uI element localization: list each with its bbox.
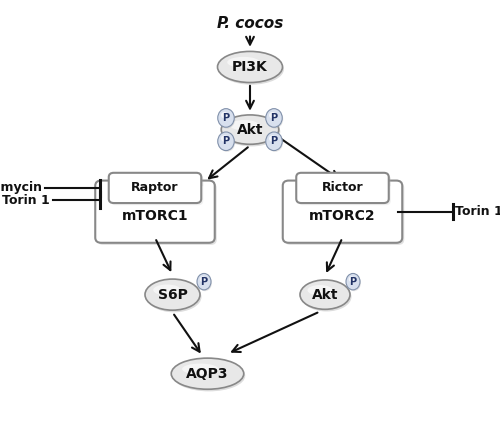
Ellipse shape [266,109,282,127]
Text: P: P [270,136,278,146]
FancyBboxPatch shape [97,183,217,245]
Text: S6P: S6P [158,288,188,302]
Ellipse shape [197,273,211,290]
Text: Akt: Akt [312,288,338,302]
Ellipse shape [266,132,282,151]
Text: PI3K: PI3K [232,60,268,74]
Ellipse shape [218,51,282,83]
Ellipse shape [267,110,283,129]
FancyBboxPatch shape [289,186,396,209]
Text: Torin 1: Torin 1 [455,205,500,218]
Ellipse shape [219,133,236,152]
Ellipse shape [219,110,236,129]
Text: mTORC1: mTORC1 [122,209,188,223]
Ellipse shape [221,112,228,118]
FancyBboxPatch shape [285,183,404,245]
FancyBboxPatch shape [298,175,391,205]
Ellipse shape [171,358,244,389]
Ellipse shape [221,115,279,144]
FancyBboxPatch shape [110,175,203,205]
FancyBboxPatch shape [102,186,208,209]
Ellipse shape [219,54,284,85]
Ellipse shape [308,285,332,295]
FancyBboxPatch shape [95,181,215,243]
Text: Torin 1: Torin 1 [2,194,50,206]
Ellipse shape [153,285,181,295]
Ellipse shape [173,360,245,391]
Ellipse shape [300,280,350,309]
Ellipse shape [230,120,258,130]
Ellipse shape [269,135,276,142]
Text: Akt: Akt [237,123,263,137]
FancyBboxPatch shape [296,173,389,203]
Ellipse shape [218,109,234,127]
Text: P: P [200,276,207,287]
Ellipse shape [145,279,200,310]
Ellipse shape [221,135,228,142]
FancyBboxPatch shape [283,181,402,243]
Ellipse shape [218,132,234,151]
Ellipse shape [347,275,361,291]
Text: P: P [350,276,356,287]
Ellipse shape [200,276,205,282]
Ellipse shape [198,275,212,291]
Text: Rictor: Rictor [322,181,364,194]
Ellipse shape [269,112,276,118]
Text: Rapamycin: Rapamycin [0,181,42,194]
Text: AQP3: AQP3 [186,367,229,381]
Ellipse shape [146,281,202,312]
Ellipse shape [223,117,280,146]
Text: P: P [222,113,230,123]
FancyBboxPatch shape [108,173,201,203]
Ellipse shape [267,133,283,152]
Text: P. cocos: P. cocos [217,16,283,31]
Text: mTORC2: mTORC2 [309,209,376,223]
Ellipse shape [302,282,352,311]
Ellipse shape [346,273,360,290]
Text: P: P [270,113,278,123]
Text: P: P [222,136,230,146]
Ellipse shape [227,57,260,68]
Ellipse shape [182,364,218,375]
Ellipse shape [349,276,354,282]
Text: Raptor: Raptor [131,181,179,194]
